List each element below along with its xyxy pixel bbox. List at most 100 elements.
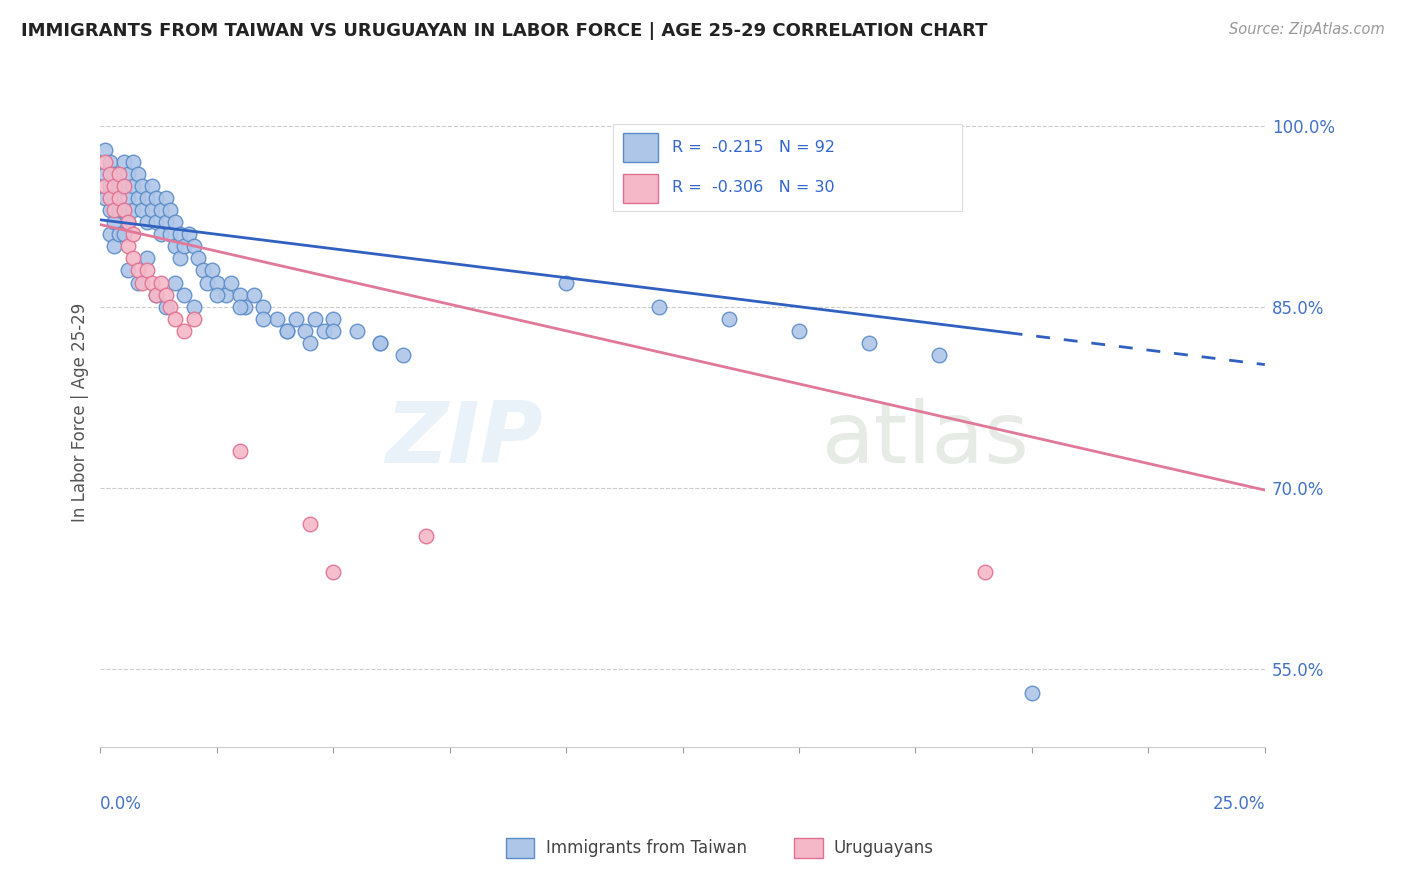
Point xyxy=(155,300,177,314)
Point xyxy=(127,191,149,205)
Point xyxy=(149,227,172,242)
Point xyxy=(974,565,997,579)
Point xyxy=(243,287,266,301)
Point xyxy=(108,179,131,194)
Point xyxy=(312,324,335,338)
Point xyxy=(112,154,135,169)
Point xyxy=(127,263,149,277)
Point xyxy=(183,311,205,326)
Y-axis label: In Labor Force | Age 25-29: In Labor Force | Age 25-29 xyxy=(72,302,89,522)
Point xyxy=(103,215,125,229)
Point xyxy=(169,227,191,242)
Text: 25.0%: 25.0% xyxy=(1212,796,1265,814)
Point xyxy=(187,252,209,266)
Point xyxy=(108,191,131,205)
Point xyxy=(122,179,145,194)
Point xyxy=(159,300,181,314)
Point xyxy=(112,203,135,218)
Point xyxy=(112,179,135,194)
Point xyxy=(159,203,181,218)
Point xyxy=(98,191,121,205)
Point xyxy=(718,311,741,326)
Point xyxy=(122,227,145,242)
Point xyxy=(127,276,149,290)
Point xyxy=(98,179,121,194)
Text: Immigrants from Taiwan: Immigrants from Taiwan xyxy=(546,839,747,857)
Point xyxy=(94,143,117,157)
Point xyxy=(215,287,238,301)
Point xyxy=(103,167,125,181)
Point xyxy=(103,203,125,218)
Point xyxy=(205,287,228,301)
Point xyxy=(183,300,205,314)
Point xyxy=(648,300,671,314)
Point xyxy=(131,276,153,290)
Point xyxy=(415,529,437,543)
Point xyxy=(108,203,131,218)
Point xyxy=(928,348,950,362)
Point xyxy=(205,276,228,290)
Point xyxy=(136,252,159,266)
Point xyxy=(294,324,316,338)
Point xyxy=(177,227,200,242)
Point xyxy=(346,324,368,338)
Point xyxy=(392,348,415,362)
Point xyxy=(94,154,117,169)
Point xyxy=(112,227,135,242)
Point xyxy=(145,287,167,301)
Point xyxy=(787,324,810,338)
Text: ZIP: ZIP xyxy=(385,398,543,481)
Point xyxy=(298,516,321,531)
Point xyxy=(103,191,125,205)
Point xyxy=(131,179,153,194)
Point xyxy=(159,227,181,242)
Point xyxy=(141,179,163,194)
FancyBboxPatch shape xyxy=(506,838,534,858)
Point xyxy=(163,276,186,290)
Point xyxy=(145,191,167,205)
Point xyxy=(322,324,344,338)
Point xyxy=(555,276,578,290)
Point xyxy=(163,239,186,253)
Point xyxy=(155,287,177,301)
Point xyxy=(322,311,344,326)
Text: IMMIGRANTS FROM TAIWAN VS URUGUAYAN IN LABOR FORCE | AGE 25-29 CORRELATION CHART: IMMIGRANTS FROM TAIWAN VS URUGUAYAN IN L… xyxy=(21,22,987,40)
Point xyxy=(117,263,139,277)
Point xyxy=(103,239,125,253)
Point xyxy=(108,167,131,181)
Point xyxy=(368,335,391,350)
Point xyxy=(233,300,256,314)
Point xyxy=(112,179,135,194)
Point xyxy=(229,287,252,301)
Point xyxy=(117,215,139,229)
Point xyxy=(163,215,186,229)
Point xyxy=(276,324,298,338)
Point xyxy=(197,276,219,290)
Point xyxy=(229,300,252,314)
Point xyxy=(117,239,139,253)
Point xyxy=(163,311,186,326)
Point xyxy=(145,215,167,229)
Point xyxy=(1021,686,1043,700)
Point xyxy=(858,335,880,350)
Point xyxy=(183,239,205,253)
Point xyxy=(117,167,139,181)
Point xyxy=(122,154,145,169)
Point xyxy=(229,444,252,458)
Point xyxy=(117,191,139,205)
Point xyxy=(136,215,159,229)
Point xyxy=(136,191,159,205)
Point xyxy=(108,227,131,242)
FancyBboxPatch shape xyxy=(794,838,823,858)
Point xyxy=(252,300,274,314)
Point xyxy=(191,263,214,277)
Point xyxy=(173,324,195,338)
Point xyxy=(149,276,172,290)
Point xyxy=(298,335,321,350)
Point xyxy=(155,215,177,229)
Point xyxy=(169,252,191,266)
Point xyxy=(117,215,139,229)
Point xyxy=(276,324,298,338)
Point xyxy=(155,191,177,205)
Point xyxy=(266,311,288,326)
